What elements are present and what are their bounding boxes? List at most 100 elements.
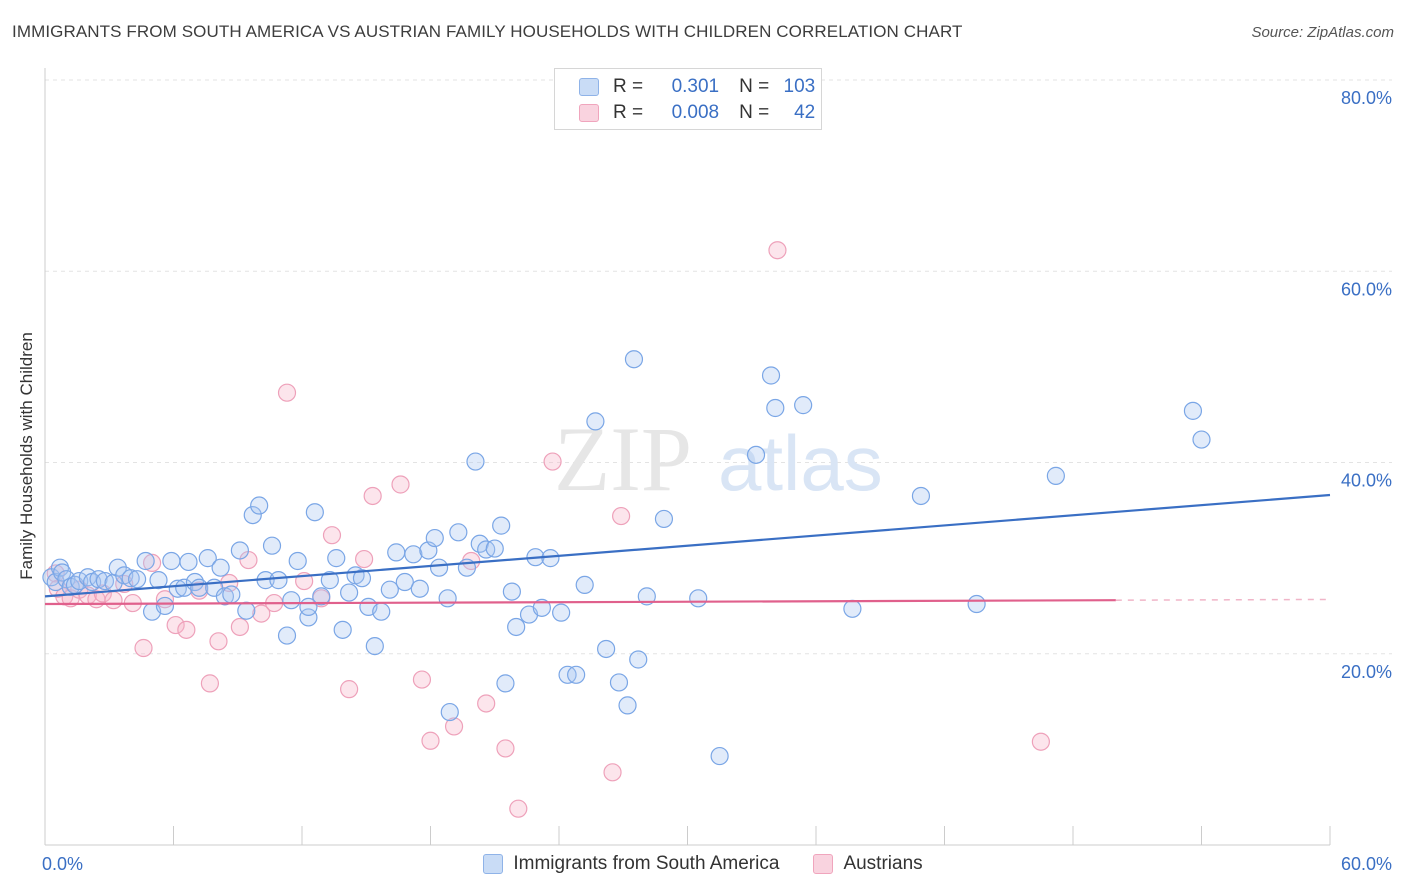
south-america-point [911,486,931,506]
south-america-point [243,505,262,525]
austrians-point [166,615,185,635]
x-tick-label: 60.0% [1341,854,1392,874]
x-tick-label: 0.0% [42,854,83,874]
austrians-point [412,670,432,689]
south-america-point [230,541,249,560]
austrians-point [768,241,787,260]
south-america-point [629,650,648,669]
r-value-pink: 0.008 [671,102,720,123]
south-america-point [333,620,352,639]
austrians-point [1031,732,1050,751]
legend-item-south-america[interactable]: Immigrants from South America [483,853,779,875]
south-america-point [492,516,511,535]
legend-label-south-america: Immigrants from South America [513,853,780,874]
south-america-point [637,587,656,606]
austrians-point [496,739,515,758]
legend: Immigrants from South America Austrians [0,852,1406,876]
south-america-point [282,591,301,610]
south-america-point [162,551,181,571]
chart-title: IMMIGRANTS FROM SOUTH AMERICA VS AUSTRIA… [12,22,963,41]
legend-item-austrians[interactable]: Austrians [813,853,923,875]
austrians-point [603,763,622,782]
south-america-point [395,572,414,592]
south-america-point [149,571,168,590]
south-america-point [967,594,986,614]
axes [44,68,1331,846]
south-america-point [761,366,781,385]
south-america-point [710,746,729,766]
austrians-point [252,604,271,623]
south-america-point [689,589,708,608]
south-america-point [438,589,457,608]
austrians-point [134,638,153,658]
y-axis-label: Family Households with Children [17,332,36,580]
south-america-point [586,412,605,431]
south-america-point [179,552,198,572]
south-america-point [794,396,813,415]
austrians-point [391,475,410,494]
south-america-point [327,549,346,568]
south-america-point [198,549,217,568]
south-america-point [387,543,406,562]
austrians-point [509,799,528,818]
austrians-point [322,526,342,545]
south-america-point [211,558,230,577]
austrians-point [444,717,464,736]
south-america-point [404,545,423,564]
austrians-point [612,506,631,526]
south-america-point [320,571,339,590]
south-america-point [70,571,89,591]
austrians-point [230,617,249,637]
south-america-point [277,626,297,645]
south-america-point [425,528,444,548]
south-america-point [502,582,521,601]
austrians-point [421,731,440,750]
austrians-point [277,383,297,402]
south-america-point [222,585,241,604]
r-label: R = [613,76,644,97]
r-label: R = [613,102,644,123]
south-america-point [155,596,175,616]
south-america-point [507,617,526,637]
y-tick-label: 20.0% [1341,662,1392,682]
south-america-point [466,452,485,471]
tick-labels: 20.0% 40.0% 60.0% 80.0% 0.0% 60.0% [42,88,1392,874]
watermark-zip: ZIP [554,408,692,510]
south-america-point [340,583,359,602]
south-america-point [654,509,674,529]
austrians-point [477,694,496,713]
south-america-point [299,608,318,627]
watermark-atlas: atlas [718,419,883,507]
south-america-point [372,602,391,621]
n-value-pink: 42 [794,102,816,123]
south-america-point [410,579,429,598]
south-america-point [624,350,644,369]
south-america-point [618,696,637,715]
south-america-point [175,578,194,597]
south-america-point [121,569,140,588]
stats-box: R = 0.301 N = 103 R = 0.008 N = 42 [554,68,822,130]
trend-line-south-america [44,493,1331,598]
austrians-point [209,632,228,651]
austrians-point [543,452,562,471]
south-america-point [365,636,384,656]
austrians-point [142,553,162,573]
south-america-point [89,570,108,589]
south-america-point [485,539,504,558]
south-america-point [766,398,785,418]
austrians-point [363,486,382,506]
south-america-point [1183,401,1203,420]
austrians-point [355,549,374,569]
south-america-point [429,558,449,577]
south-america-point [597,639,616,659]
trend-line-austrians [44,599,1116,606]
stats-row-blue: R = 0.301 N = 103 [579,75,815,99]
south-america-point [299,597,318,616]
south-america-point [552,603,571,622]
south-america-point [843,599,862,618]
south-america-point [1192,430,1211,449]
r-value-blue: 0.301 [671,76,720,97]
south-america-point [1046,466,1065,485]
south-america-point [352,569,372,588]
trend-line-austrians-extension [1115,598,1331,601]
